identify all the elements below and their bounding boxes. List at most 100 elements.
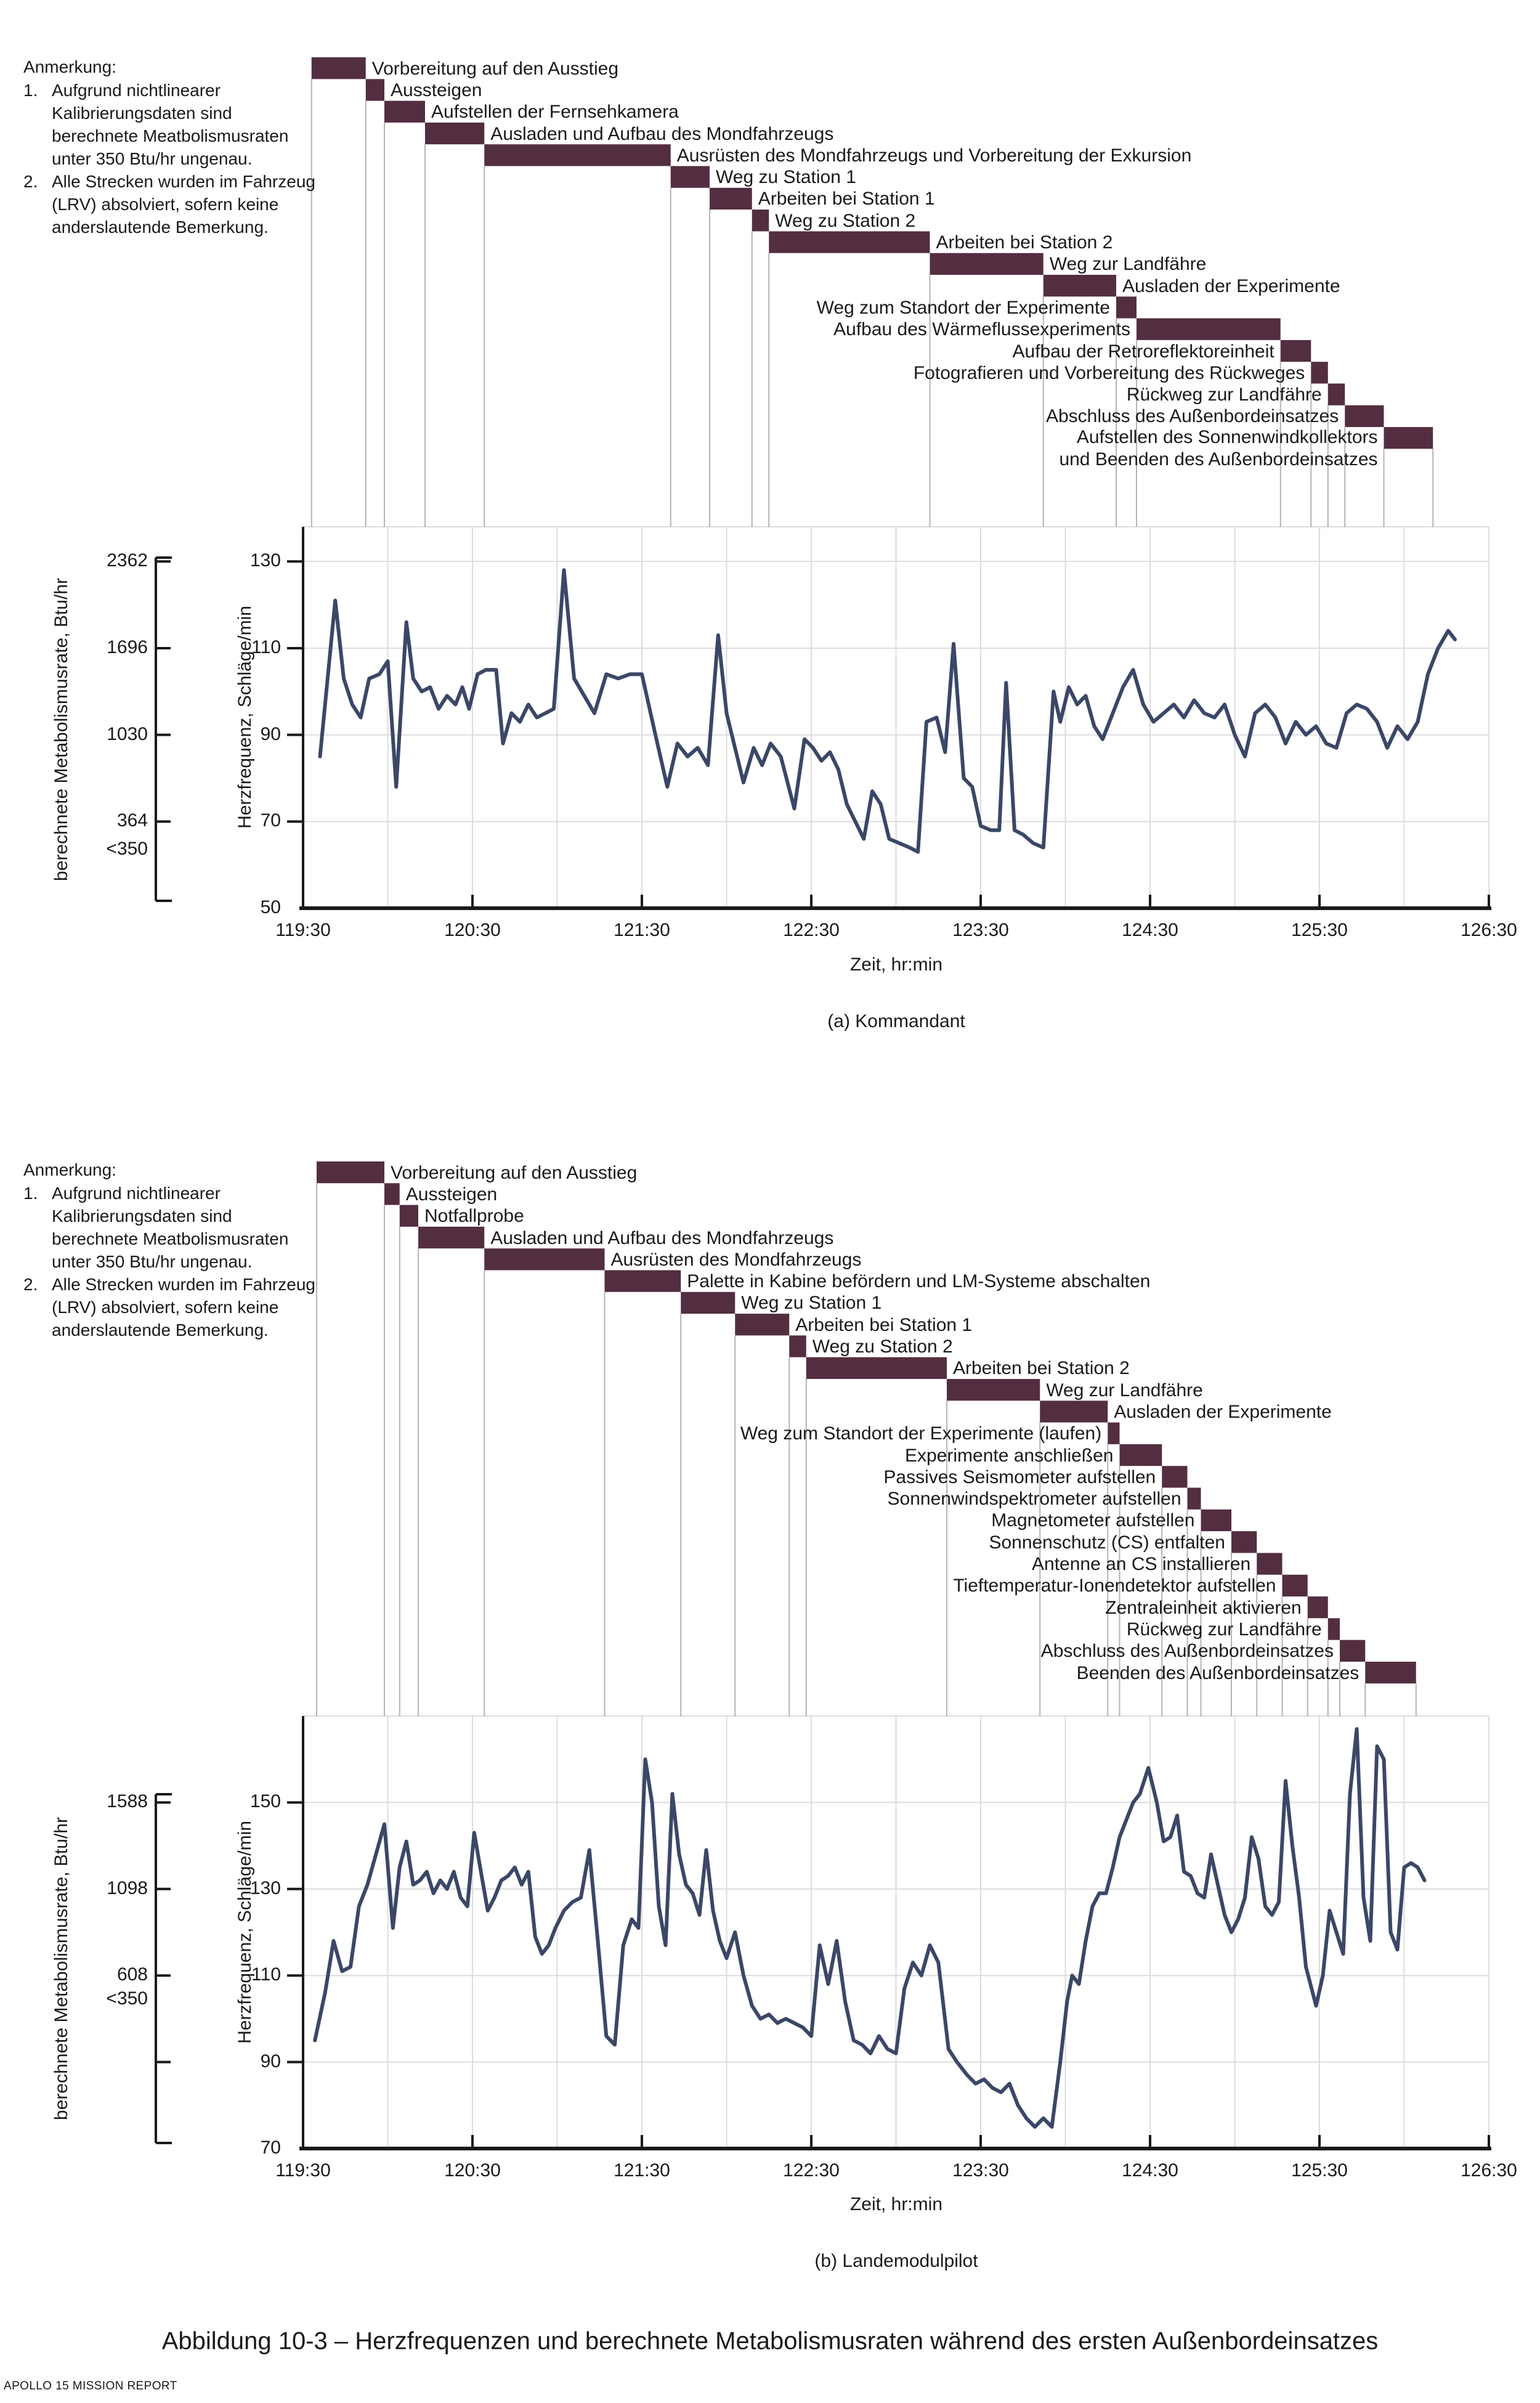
gantt-bar [710, 187, 752, 210]
gantt-bar [1162, 1466, 1188, 1488]
notes-block-lmp: Anmerkung: 1. Aufgrund nichtlinearer Kali… [23, 1158, 320, 1341]
x-tick-label: 123:30 [952, 920, 1009, 940]
y-tick-label: 90 [260, 723, 281, 744]
gantt-bar [769, 231, 930, 253]
gantt-bar [1187, 1487, 1201, 1510]
gantt-label: Arbeiten bei Station 1 [795, 1314, 973, 1335]
y-tick-label: 130 [249, 1877, 281, 1898]
note-item: 1. Aufgrund nichtlinearer Kalibrierungsda… [23, 1182, 320, 1273]
gantt-bar [1201, 1509, 1231, 1532]
gantt-bar [1282, 1574, 1308, 1596]
metabolic-tick-label: 608 [116, 1964, 148, 1985]
gantt-label: Ausladen und Aufbau des Mondfahrzeugs [490, 1227, 834, 1248]
subtitle-chart-a: (a) Kommandant [827, 1011, 965, 1031]
x-tick-label: 121:30 [614, 2160, 670, 2181]
gantt-bar [418, 1226, 485, 1249]
note-text: Alle Strecken wurden im Fahrzeug (LRV) a… [52, 1275, 315, 1340]
x-tick-label: 124:30 [1122, 920, 1178, 940]
note-number: 1. [23, 1184, 38, 1203]
heart-rate-line [318, 568, 1457, 854]
note-item: 2. Alle Strecken wurden im Fahrzeug (LRV)… [23, 170, 320, 238]
gantt-label: Weg zu Station 1 [741, 1293, 882, 1314]
gantt-bar [670, 166, 710, 188]
gantt-label: Weg zur Landfähre [1046, 1380, 1203, 1401]
gantt-bar [789, 1335, 806, 1357]
gantt-bar [1280, 340, 1311, 362]
y-tick-label: 50 [260, 897, 281, 917]
gantt-bar [425, 122, 485, 145]
gantt-label: Weg zur Landfähre [1049, 254, 1207, 275]
x-tick-label: 122:30 [783, 920, 840, 940]
gantt-bar [1307, 1596, 1328, 1619]
gantt-bar [484, 1248, 605, 1271]
gantt-label: Weg zum Standort der Experimente (laufen… [740, 1423, 1102, 1444]
gantt-label: Rückweg zur Landfähre [1126, 384, 1322, 405]
gantt-label: Ausrüsten des Mondfahrzeugs und Vorberei… [676, 145, 1192, 166]
subtitle-chart-b: (b) Landemodulpilot [814, 2251, 978, 2271]
x-axis-title-b: Zeit, hr:min [849, 2194, 943, 2214]
note-item: 2. Alle Strecken wurden im Fahrzeug (LRV)… [23, 1273, 320, 1341]
gantt-label: Ausrüsten des Mondfahrzeugs [610, 1249, 862, 1270]
gantt-label: Rückweg zur Landfähre [1126, 1619, 1322, 1640]
notes-items: 1. Aufgrund nichtlinearer Kalibrierungsda… [23, 79, 320, 238]
gantt-label: Zentraleinheit aktivieren [1105, 1597, 1302, 1618]
note-text: Aufgrund nichtlinearer Kalibrierungsdate… [52, 1184, 289, 1271]
note-item: 1. Aufgrund nichtlinearer Kalibrierungsda… [23, 79, 320, 170]
metabolic-tick-label: 1030 [107, 723, 148, 744]
x-tick-label: 120:30 [444, 2160, 501, 2181]
gantt-bar [311, 57, 366, 79]
gantt-bar [1116, 296, 1137, 319]
heart-rate-line [313, 1727, 1427, 2129]
x-tick-label: 121:30 [614, 920, 670, 940]
figure-caption: Abbildung 10-3 – Herzfrequenzen und bere… [161, 2327, 1379, 2355]
gantt-bar [1137, 318, 1281, 340]
gantt-bar [930, 253, 1044, 275]
gantt-label: Ausladen und Aufbau des Mondfahrzeugs [490, 123, 834, 144]
gantt-label: Sonnenschutz (CS) entfalten [989, 1532, 1225, 1553]
gantt-label: Vorbereitung auf den Ausstieg [371, 58, 619, 79]
x-axis-title-a: Zeit, hr:min [849, 954, 943, 975]
gantt-bar [399, 1205, 418, 1227]
metabolic-tick-label: 1098 [107, 1877, 148, 1898]
metabolic-tick-label: 1588 [107, 1791, 148, 1812]
gantt-label: Aufbau der Retroreflektoreinheit [1012, 341, 1275, 362]
gantt-label: Ausladen der Experimente [1122, 275, 1340, 296]
notes-items: 1. Aufgrund nichtlinearer Kalibrierungsda… [23, 1182, 320, 1341]
gantt-label: Tieftemperatur-Ionendetektor aufstellen [953, 1576, 1276, 1596]
gantt-label: Vorbereitung auf den Ausstieg [391, 1162, 638, 1183]
metabolic-tick-label: <350 [106, 839, 148, 860]
gantt-bar [1040, 1401, 1108, 1423]
gantt-label: Beenden des Außenbordeinsatzes [1076, 1662, 1360, 1683]
gantt-label: Aussteigen [391, 79, 482, 100]
metabolic-tick-label: 364 [116, 810, 148, 831]
y-tick-label: 90 [260, 2051, 281, 2072]
gantt-bar [947, 1379, 1040, 1401]
y-tick-label: 70 [260, 2137, 281, 2158]
gantt-bar [1311, 362, 1328, 384]
gantt-label: Antenne an CS installieren [1032, 1554, 1251, 1575]
gantt-label: Weg zu Station 1 [716, 167, 856, 188]
gantt-bar [384, 100, 425, 123]
x-tick-label: 125:30 [1291, 2160, 1348, 2181]
gantt-label: Abschluss des Außenbordeinsatzes [1045, 406, 1339, 427]
gantt-bar [1340, 1640, 1366, 1662]
gantt-bar [604, 1270, 681, 1292]
x-tick-label: 119:30 [275, 920, 331, 940]
gantt-bar [484, 144, 671, 166]
x-tick-label: 120:30 [444, 920, 501, 940]
x-tick-label: 124:30 [1122, 2160, 1178, 2181]
metabolic-tick-label: <350 [106, 1988, 148, 2009]
gantt-label: Passives Seismometer aufstellen [883, 1466, 1156, 1487]
gantt-label: Aufstellen der Fernsehkamera [431, 102, 679, 123]
y-tick-label: 150 [249, 1791, 281, 1812]
notes-title: Anmerkung: [23, 57, 116, 76]
gantt-label: Aussteigen [405, 1184, 498, 1205]
gantt-bar [1384, 427, 1433, 449]
gantt-bar [1108, 1422, 1120, 1444]
note-number: 1. [23, 81, 38, 100]
gantt-bar [384, 1183, 400, 1205]
gantt-bar [681, 1291, 736, 1314]
note-text: Alle Strecken wurden im Fahrzeug (LRV) a… [52, 172, 315, 237]
gantt-label: Magnetometer aufstellen [991, 1510, 1195, 1531]
